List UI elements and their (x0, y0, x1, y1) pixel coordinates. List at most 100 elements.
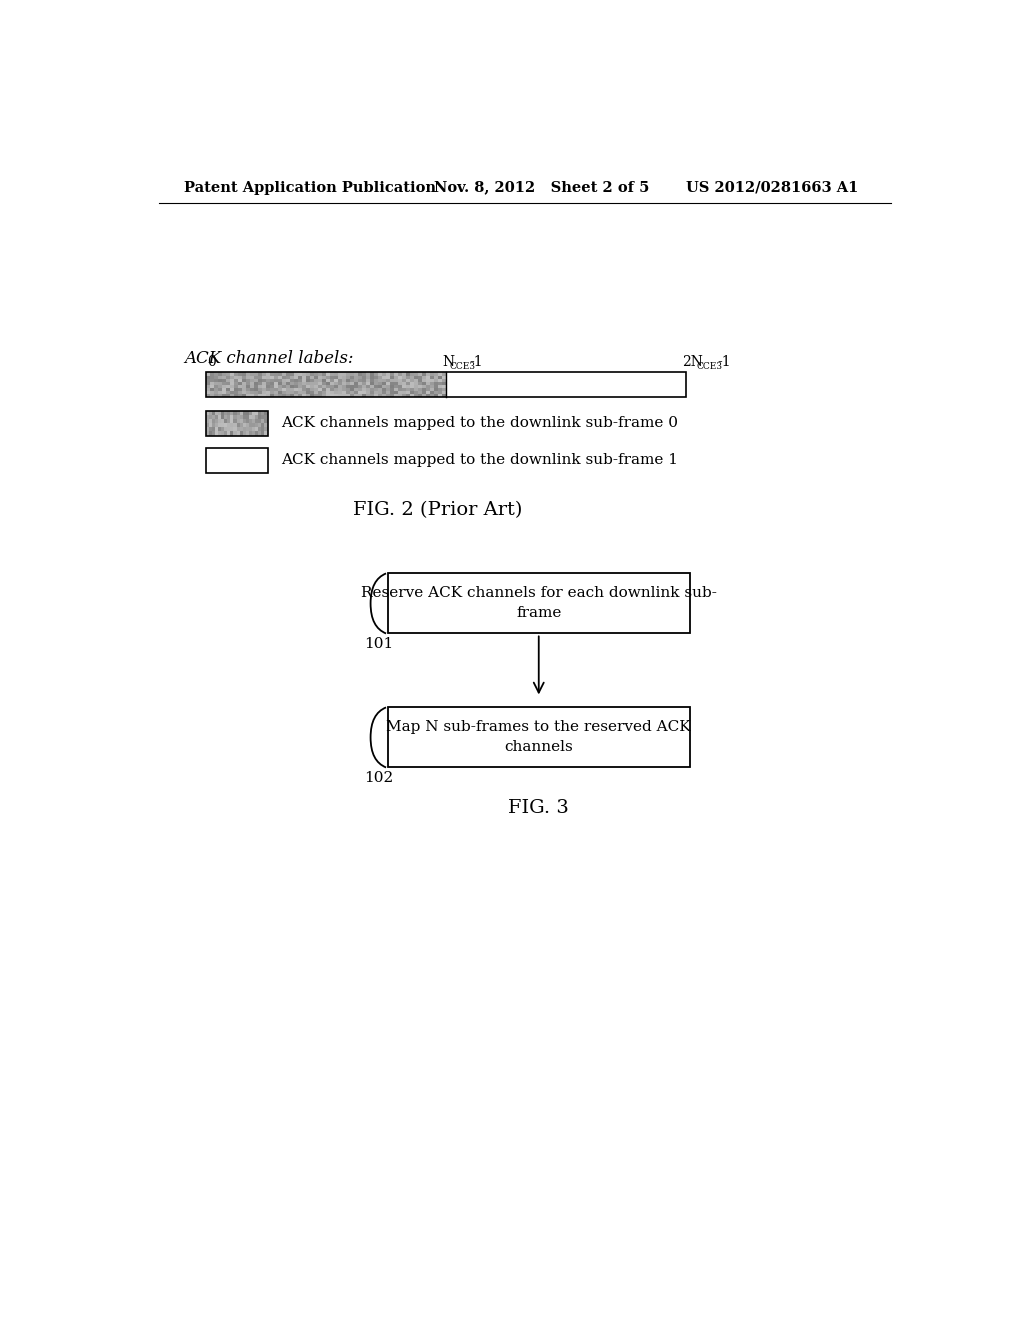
Bar (342, 385, 346, 388)
Bar (290, 388, 294, 391)
Bar (217, 395, 221, 397)
Bar (206, 391, 210, 395)
Bar (206, 411, 267, 436)
Bar (249, 424, 252, 428)
Bar (265, 395, 269, 397)
Bar (212, 411, 215, 414)
Bar (430, 385, 434, 388)
Bar (342, 379, 346, 381)
Bar (215, 428, 218, 432)
Bar (233, 376, 238, 379)
Bar (254, 391, 258, 395)
Bar (378, 391, 382, 395)
Bar (374, 388, 378, 391)
Bar (238, 379, 242, 381)
Bar (322, 391, 326, 395)
Bar (313, 379, 317, 381)
Bar (269, 391, 273, 395)
Bar (225, 391, 229, 395)
Bar (238, 388, 242, 391)
Bar (206, 379, 210, 381)
Bar (342, 381, 346, 385)
Bar (261, 411, 264, 414)
Bar (342, 372, 346, 376)
Text: Patent Application Publication: Patent Application Publication (183, 181, 436, 194)
Bar (302, 385, 305, 388)
Bar (264, 428, 267, 432)
Bar (370, 381, 374, 385)
Bar (243, 414, 246, 420)
Bar (206, 388, 210, 391)
Bar (250, 376, 254, 379)
Bar (258, 432, 261, 436)
Bar (206, 372, 686, 397)
Bar (269, 388, 273, 391)
Text: N: N (442, 355, 454, 370)
Bar (390, 376, 393, 379)
Bar (353, 385, 357, 388)
Bar (334, 372, 338, 376)
Bar (414, 372, 418, 376)
Bar (250, 385, 254, 388)
Bar (357, 376, 361, 379)
Bar (374, 385, 378, 388)
Bar (269, 381, 273, 385)
Bar (249, 420, 252, 424)
Bar (330, 376, 334, 379)
Bar (261, 379, 265, 381)
Bar (210, 381, 214, 385)
Bar (282, 376, 286, 379)
Bar (406, 391, 410, 395)
Bar (233, 424, 237, 428)
Text: channels: channels (505, 741, 573, 755)
Bar (370, 376, 374, 379)
Bar (278, 381, 282, 385)
Bar (261, 372, 265, 376)
Bar (393, 379, 397, 381)
Bar (334, 376, 338, 379)
Bar (386, 385, 390, 388)
Bar (265, 376, 269, 379)
Bar (282, 381, 286, 385)
Bar (437, 395, 441, 397)
Bar (238, 391, 242, 395)
Bar (313, 391, 317, 395)
Bar (401, 391, 406, 395)
Bar (410, 372, 414, 376)
Bar (229, 372, 233, 376)
Bar (264, 411, 267, 414)
Bar (353, 372, 357, 376)
Bar (305, 376, 309, 379)
Bar (221, 428, 224, 432)
Bar (317, 395, 322, 397)
Bar (240, 420, 243, 424)
Bar (217, 388, 221, 391)
Text: 101: 101 (365, 636, 393, 651)
Bar (243, 428, 246, 432)
Bar (338, 391, 342, 395)
Bar (229, 376, 233, 379)
Text: -1: -1 (717, 355, 731, 370)
Bar (254, 385, 258, 388)
Bar (317, 391, 322, 395)
Bar (294, 385, 298, 388)
Bar (258, 388, 261, 391)
Bar (418, 372, 422, 376)
Bar (393, 372, 397, 376)
Bar (229, 395, 233, 397)
Bar (390, 379, 393, 381)
Bar (273, 395, 278, 397)
Bar (246, 385, 250, 388)
Bar (422, 376, 426, 379)
Bar (264, 432, 267, 436)
Bar (206, 424, 209, 428)
Bar (230, 432, 233, 436)
Bar (326, 388, 330, 391)
Bar (418, 395, 422, 397)
Bar (426, 391, 430, 395)
Bar (265, 388, 269, 391)
Bar (349, 395, 353, 397)
Bar (434, 379, 437, 381)
Bar (386, 388, 390, 391)
Bar (401, 379, 406, 381)
